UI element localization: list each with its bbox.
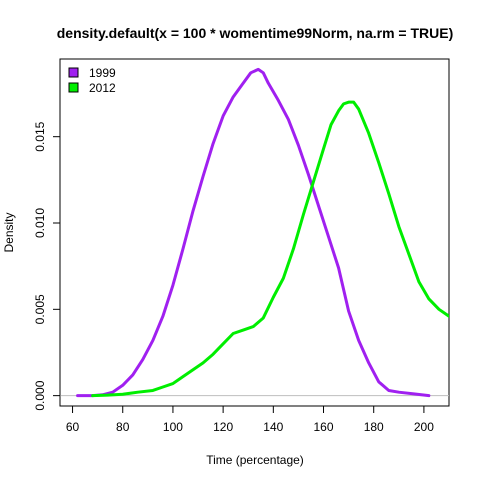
y-axis-label: Density <box>2 212 16 252</box>
x-tick-label: 120 <box>213 420 233 434</box>
legend-swatch-1999 <box>68 67 79 78</box>
y-tick-label: 0.010 <box>33 208 47 238</box>
legend-label-1999: 1999 <box>89 66 116 80</box>
y-tick-label: 0.015 <box>33 121 47 151</box>
x-axis: 60 80 100 120 140 160 180 200 <box>66 405 434 434</box>
x-tick-label: 60 <box>66 420 80 434</box>
x-tick-label: 180 <box>364 420 384 434</box>
plot-frame <box>59 58 450 407</box>
y-tick-label: 0.005 <box>33 294 47 324</box>
series-layer <box>76 67 449 398</box>
x-tick-label: 80 <box>116 420 130 434</box>
x-tick-label: 100 <box>163 420 183 434</box>
x-tick-label: 140 <box>263 420 283 434</box>
legend-swatch-2012 <box>68 82 79 93</box>
x-tick-label: 200 <box>414 420 434 434</box>
chart-title: density.default(x = 100 * womentime99Nor… <box>57 25 454 41</box>
legend-label-2012: 2012 <box>89 81 116 95</box>
x-tick-label: 160 <box>314 420 334 434</box>
y-tick-label: 0.000 <box>33 380 47 410</box>
series-line-1999 <box>76 67 431 398</box>
y-axis: 0.000 0.005 0.010 0.015 <box>33 121 61 411</box>
x-axis-label: Time (percentage) <box>206 453 304 467</box>
series-line-2012 <box>91 100 449 398</box>
